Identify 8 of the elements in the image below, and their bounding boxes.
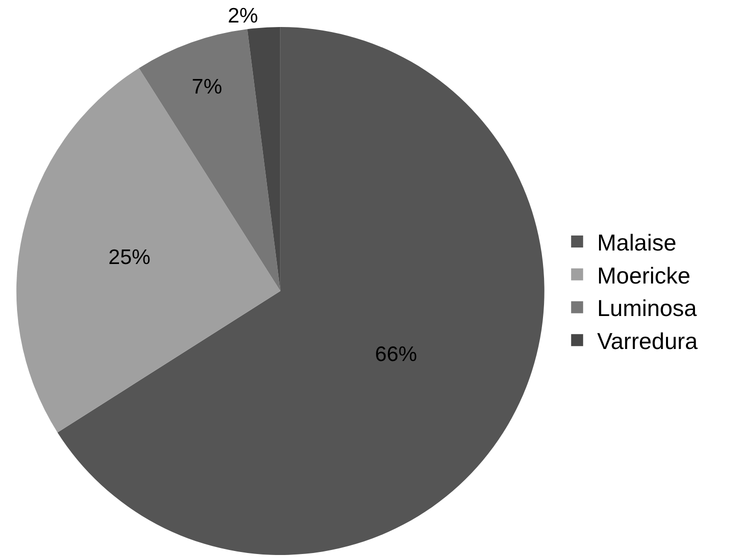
legend-label: Luminosa — [597, 295, 698, 322]
data-label: 2% — [228, 4, 258, 28]
data-label: 7% — [192, 76, 222, 99]
legend-label: Moericke — [597, 262, 690, 288]
data-label: 66% — [375, 343, 418, 366]
legend-label: Malaise — [597, 229, 676, 256]
legend-label: Varredura — [597, 328, 698, 354]
data-label: 25% — [108, 246, 150, 269]
